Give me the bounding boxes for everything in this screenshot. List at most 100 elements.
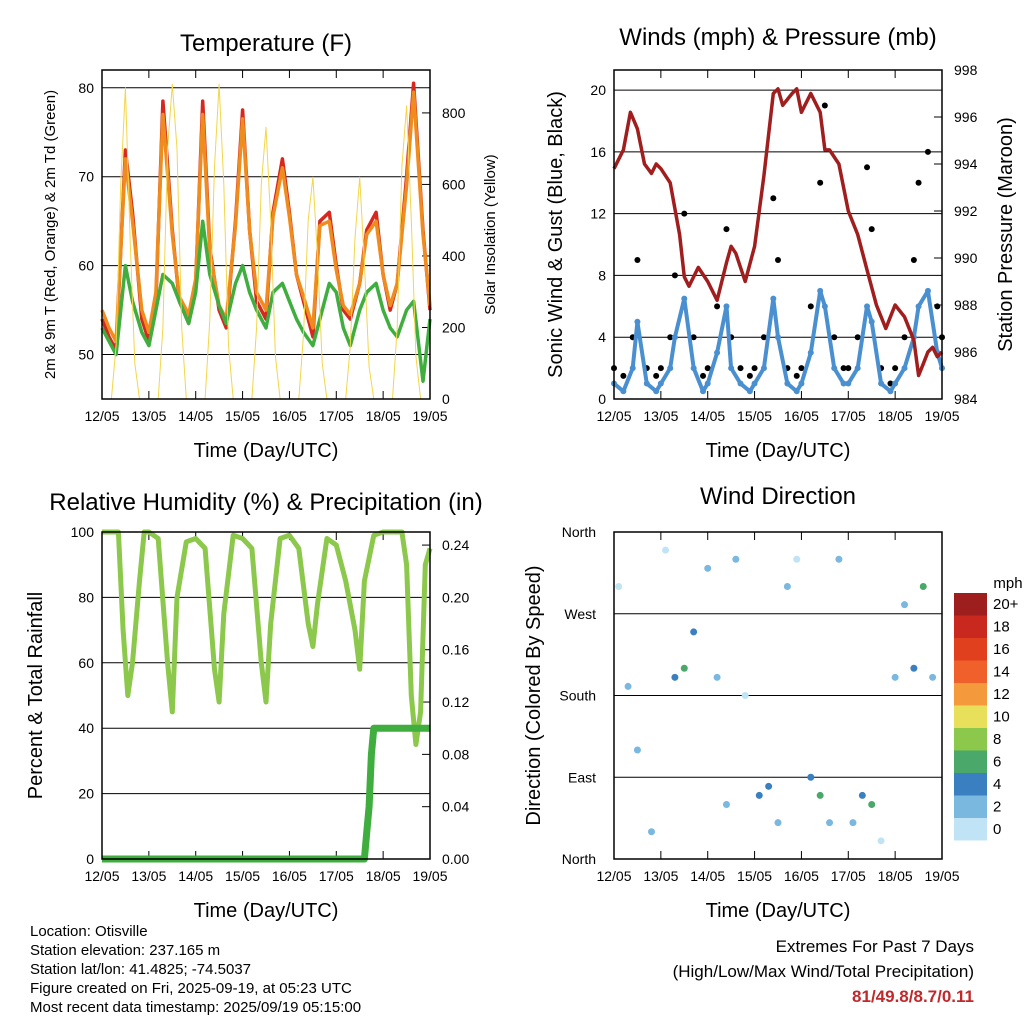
x-tick-label: 18/05 [878,408,913,424]
extremes-subtitle: (High/Low/Max Wind/Total Precipitation) [672,962,974,981]
legend-swatch [954,705,987,728]
y-tick-label: 80 [78,589,94,605]
y-axis-label-right: Solar Insolation (Yellow) [482,154,499,314]
y-tick-label: 8 [598,267,606,283]
wind-point [723,303,730,310]
x-axis-label: Time (Day/UTC) [194,440,339,462]
legend-swatch [954,795,987,818]
direction-point [671,673,679,681]
y-tick-label: 0 [86,851,94,867]
direction-point [919,583,927,590]
direction-point [858,791,866,799]
y-tick-label: 60 [78,258,94,274]
gust-point [723,226,730,233]
x-tick-label: 13/05 [131,408,166,424]
wind-point [807,349,814,356]
wind-point [775,334,781,341]
legend-swatch [954,773,987,796]
gust-point [714,303,721,310]
wind-point [840,380,847,387]
y-tick-label: East [568,769,596,785]
legend-swatch [954,818,987,841]
x-tick-label: 14/05 [178,408,213,424]
wind-point [629,365,636,372]
gust-point [690,334,697,341]
recent-timestamp-text: Most recent data timestamp: 2025/09/19 0… [30,999,362,1016]
y-axis-label: Direction (Colored By Speed) [523,565,545,825]
wind-point [643,380,650,387]
y-tick-label: North [562,851,596,867]
y-tick-label: 20 [590,82,606,98]
legend-label: 10 [993,709,1010,726]
y-tick-label: 40 [78,720,94,736]
gust-point [892,365,899,372]
y-tick-label-right: 998 [954,62,978,78]
wind-point [620,388,627,395]
direction-point [807,773,815,781]
wind-point [704,380,711,387]
direction-point [633,746,641,754]
wind-point [901,365,908,372]
wind-point [854,365,861,372]
legend-label: 8 [993,731,1001,748]
legend-label: 6 [993,754,1001,771]
x-tick-label: 13/05 [643,408,678,424]
chart-panel-0: Temperature (F) Time (Day/UTC) 2m & 9m T (… [42,30,499,462]
y-tick-label-right: 600 [442,176,466,192]
direction-point [680,664,688,672]
y-tick-label-right: 800 [442,105,466,121]
x-tick-label: 14/05 [690,868,725,884]
x-tick-label: 18/05 [366,408,401,424]
gust-point [704,365,711,372]
wind-point [728,365,735,372]
gust-point [845,365,852,372]
direction-point [615,583,623,590]
location-text: Location: Otisville [30,923,148,940]
gust-point [910,256,917,263]
x-tick-label: 19/05 [924,868,959,884]
x-tick-label: 16/05 [784,868,819,884]
extremes-block: Extremes For Past 7 Days (High/Low/Max W… [673,934,974,1009]
gust-point [671,272,678,279]
wind-point [817,287,824,294]
legend-swatch [954,660,987,683]
direction-point [662,546,670,554]
chart-panel-1: Winds (mph) & Pressure (mb) Time (Day/UTC… [545,24,1017,462]
series-sonic-wind [612,288,944,394]
series-9m-t [100,90,432,343]
legend-label: 4 [993,776,1001,793]
wind-point [671,334,678,341]
wind-point [770,295,777,302]
wind-point [845,380,852,387]
gust-point [751,365,758,372]
legend-swatch [954,728,987,751]
gust-point [924,148,931,155]
gust-point [620,372,627,379]
y-axis-label: Sonic Wind & Gust (Blue, Black) [545,91,567,378]
legend-swatch [954,593,987,616]
wind-point [760,365,767,372]
gust-point [831,334,838,341]
x-tick-label: 16/05 [272,408,307,424]
wind-point [793,388,800,395]
gust-point [793,372,800,379]
wind-point [657,380,664,387]
x-tick-label: 15/05 [737,868,772,884]
gust-point [653,372,660,379]
chart-title: Temperature (F) [180,30,352,57]
wind-point [878,380,885,387]
gust-point [934,303,941,310]
x-tick-label: 18/05 [878,868,913,884]
latlon-text: Station lat/lon: 41.4825; -74.5037 [30,961,252,978]
y-tick-label-right: 0.04 [442,799,469,815]
gust-point [657,365,664,372]
series-2m-td [100,219,432,383]
gust-point [901,334,908,341]
y-tick-label-right: 0.00 [442,851,469,867]
direction-point [741,692,749,699]
x-tick-label: 16/05 [784,408,819,424]
y-tick-label: 4 [598,329,606,345]
direction-point [835,555,843,563]
y-tick-label-right: 994 [954,156,978,172]
